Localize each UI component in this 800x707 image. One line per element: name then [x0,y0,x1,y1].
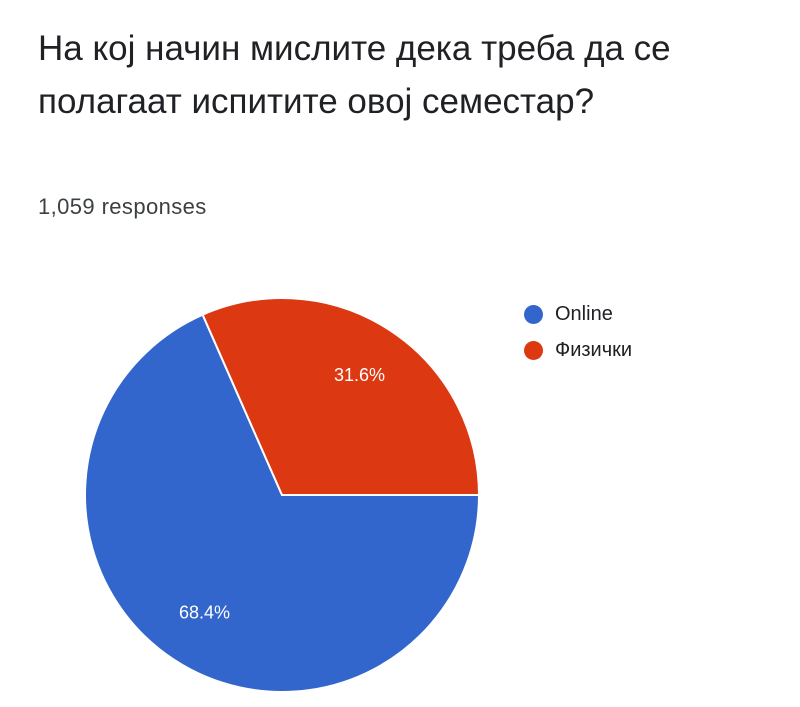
pie-slice-label-1: 31.6% [334,365,385,385]
pie-slice-0[interactable] [84,313,481,693]
legend-item-fizichki[interactable]: Физички [524,332,632,368]
legend-swatch-online [524,304,543,324]
legend-label-online: Online [555,302,613,325]
pie-slice-label-0: 68.4% [179,603,230,623]
legend-label-fizichki: Физички [555,338,633,361]
pie-slices [84,297,481,693]
chart-legend: Online Физички [524,296,632,368]
pie-slice-labels: 68.4% 31.6% [179,365,385,623]
response-count: 1,059 responses [38,194,207,219]
question-title: На кој начин мислите дека треба да се по… [38,29,671,121]
legend-swatch-fizichki [524,340,543,360]
pie-slice-1[interactable] [201,297,481,496]
legend-item-online[interactable]: Online [524,296,632,332]
